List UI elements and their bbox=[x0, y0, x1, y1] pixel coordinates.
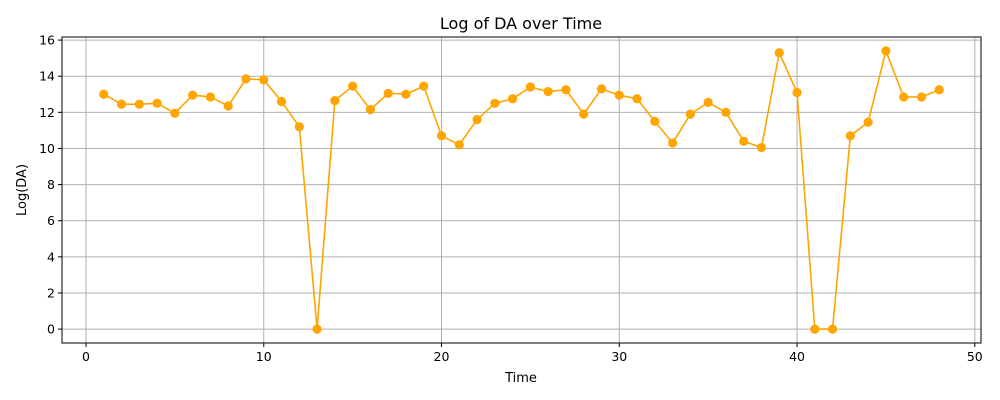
y-tick-label: 10 bbox=[39, 141, 55, 156]
data-point bbox=[330, 95, 340, 106]
y-tick-label: 4 bbox=[47, 249, 55, 264]
data-point bbox=[472, 114, 482, 125]
data-point bbox=[632, 94, 642, 104]
data-point bbox=[170, 108, 180, 118]
y-tick-label: 14 bbox=[39, 69, 55, 84]
data-point bbox=[916, 92, 927, 102]
data-point bbox=[899, 92, 909, 102]
data-point bbox=[152, 98, 162, 108]
x-tick-label: 10 bbox=[256, 349, 272, 364]
data-point bbox=[667, 138, 678, 148]
y-tick-label: 2 bbox=[47, 285, 55, 300]
data-point bbox=[827, 324, 838, 334]
axis-ticks: 0 10 20 30 40 50 0 2 4 6 8 10 12 14 16 bbox=[39, 33, 983, 364]
x-tick-label: 50 bbox=[967, 349, 983, 364]
grid-lines bbox=[62, 37, 981, 343]
chart-title: Log of DA over Time bbox=[440, 14, 602, 33]
data-point bbox=[614, 90, 624, 100]
data-point bbox=[579, 109, 589, 119]
data-point bbox=[508, 94, 518, 104]
data-point bbox=[419, 81, 429, 91]
data-point bbox=[863, 117, 873, 127]
data-point bbox=[401, 89, 411, 99]
data-point bbox=[881, 46, 891, 56]
data-point bbox=[134, 99, 144, 109]
data-point bbox=[525, 82, 535, 92]
data-point bbox=[703, 97, 713, 107]
data-point bbox=[223, 101, 233, 111]
y-axis-label: Log(DA) bbox=[15, 164, 30, 216]
data-point bbox=[205, 92, 216, 102]
x-tick-label: 20 bbox=[434, 349, 450, 364]
data-point bbox=[188, 90, 198, 100]
data-point bbox=[685, 109, 695, 119]
data-point bbox=[116, 99, 127, 109]
data-point bbox=[259, 75, 269, 85]
data-point bbox=[739, 136, 749, 146]
data-point bbox=[596, 84, 607, 94]
data-point bbox=[650, 116, 660, 126]
x-tick-label: 30 bbox=[611, 349, 627, 364]
data-point bbox=[241, 74, 251, 84]
data-point bbox=[294, 122, 304, 132]
data-point bbox=[454, 140, 464, 150]
data-point bbox=[436, 131, 447, 141]
data-point bbox=[756, 142, 767, 153]
plot-frame bbox=[61, 36, 982, 344]
y-tick-label: 8 bbox=[47, 177, 55, 192]
data-point bbox=[561, 85, 571, 95]
data-point bbox=[276, 96, 287, 107]
data-point bbox=[365, 105, 376, 115]
x-axis-label: Time bbox=[504, 371, 537, 386]
x-tick-label: 40 bbox=[789, 349, 805, 364]
data-point bbox=[348, 81, 358, 91]
series-layer bbox=[99, 46, 944, 334]
data-point bbox=[774, 48, 784, 58]
y-tick-label: 16 bbox=[39, 33, 55, 48]
data-point bbox=[810, 324, 820, 334]
data-point bbox=[312, 324, 322, 334]
y-tick-label: 6 bbox=[47, 213, 55, 228]
data-point bbox=[99, 89, 109, 99]
data-point bbox=[490, 98, 500, 108]
data-point bbox=[845, 131, 855, 141]
data-point bbox=[383, 88, 393, 98]
y-tick-label: 12 bbox=[39, 105, 55, 120]
data-point bbox=[934, 85, 944, 95]
series-line bbox=[103, 50, 940, 330]
data-point bbox=[721, 107, 731, 117]
y-tick-label: 0 bbox=[47, 322, 55, 337]
data-point bbox=[792, 87, 802, 98]
data-point bbox=[543, 86, 553, 97]
x-tick-label: 0 bbox=[82, 349, 90, 364]
